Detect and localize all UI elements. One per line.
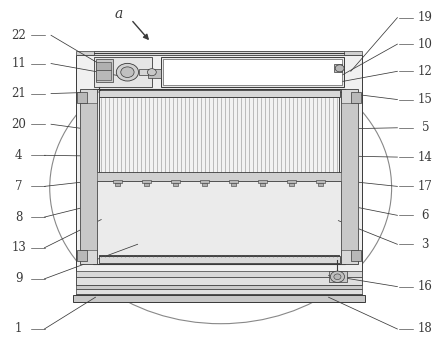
Text: 19: 19 <box>418 11 433 24</box>
Bar <box>76 289 362 294</box>
Text: 8: 8 <box>15 211 22 223</box>
Bar <box>99 97 339 176</box>
Text: 13: 13 <box>11 241 26 254</box>
Bar <box>258 180 267 183</box>
Circle shape <box>116 64 139 81</box>
Text: 15: 15 <box>418 93 433 106</box>
Bar <box>76 51 362 55</box>
Bar <box>94 57 152 87</box>
Bar <box>99 256 340 263</box>
Text: 21: 21 <box>11 87 26 100</box>
Bar <box>76 55 362 285</box>
Bar <box>341 103 358 250</box>
Bar <box>99 97 339 176</box>
Text: 3: 3 <box>422 238 429 251</box>
Bar <box>94 51 344 55</box>
Text: 16: 16 <box>418 280 433 293</box>
Text: 1: 1 <box>15 323 22 335</box>
Bar <box>329 271 347 282</box>
Bar <box>96 70 111 80</box>
Bar <box>77 92 87 103</box>
Bar <box>144 183 149 186</box>
Bar <box>113 180 122 183</box>
Bar <box>200 180 209 183</box>
Bar <box>80 103 97 250</box>
Text: 6: 6 <box>422 209 429 222</box>
Bar <box>161 57 344 87</box>
Text: 4: 4 <box>15 149 22 162</box>
Text: 5: 5 <box>422 121 429 134</box>
Bar <box>229 180 238 183</box>
Text: 10: 10 <box>418 38 433 50</box>
Circle shape <box>334 274 341 280</box>
Text: 9: 9 <box>15 273 22 285</box>
Text: 7: 7 <box>15 180 22 193</box>
Bar <box>73 295 365 302</box>
Bar <box>76 271 362 277</box>
Bar <box>76 277 362 285</box>
Text: 17: 17 <box>418 180 433 193</box>
Circle shape <box>121 67 134 78</box>
Bar <box>287 180 296 183</box>
Text: 14: 14 <box>418 151 433 163</box>
Bar <box>260 183 265 186</box>
Bar <box>96 59 113 82</box>
Bar <box>351 250 361 261</box>
Bar <box>93 172 345 181</box>
Circle shape <box>330 271 345 282</box>
Bar <box>163 59 342 85</box>
Bar <box>148 69 161 78</box>
Text: 11: 11 <box>11 57 26 70</box>
Bar <box>99 255 339 256</box>
Text: 22: 22 <box>11 29 26 42</box>
Text: 20: 20 <box>11 118 26 131</box>
Text: a: a <box>115 7 123 21</box>
Bar <box>231 183 236 186</box>
Text: 12: 12 <box>418 65 433 78</box>
Bar <box>115 183 120 186</box>
Bar <box>76 285 362 289</box>
Bar <box>99 255 339 256</box>
Bar <box>93 89 345 264</box>
Bar <box>318 183 323 186</box>
Circle shape <box>147 69 156 76</box>
Bar <box>289 183 294 186</box>
Bar <box>139 69 150 75</box>
Circle shape <box>335 65 344 72</box>
Bar <box>316 180 325 183</box>
Bar <box>171 180 180 183</box>
Bar <box>96 62 111 70</box>
Bar <box>142 180 151 183</box>
Bar <box>77 250 87 261</box>
Bar <box>76 294 362 302</box>
Text: 18: 18 <box>418 323 433 335</box>
Bar <box>341 89 358 264</box>
Bar <box>99 90 340 97</box>
Bar <box>174 183 178 186</box>
Bar <box>80 89 97 264</box>
Bar <box>202 183 207 186</box>
Bar <box>334 64 342 72</box>
Bar <box>351 92 361 103</box>
